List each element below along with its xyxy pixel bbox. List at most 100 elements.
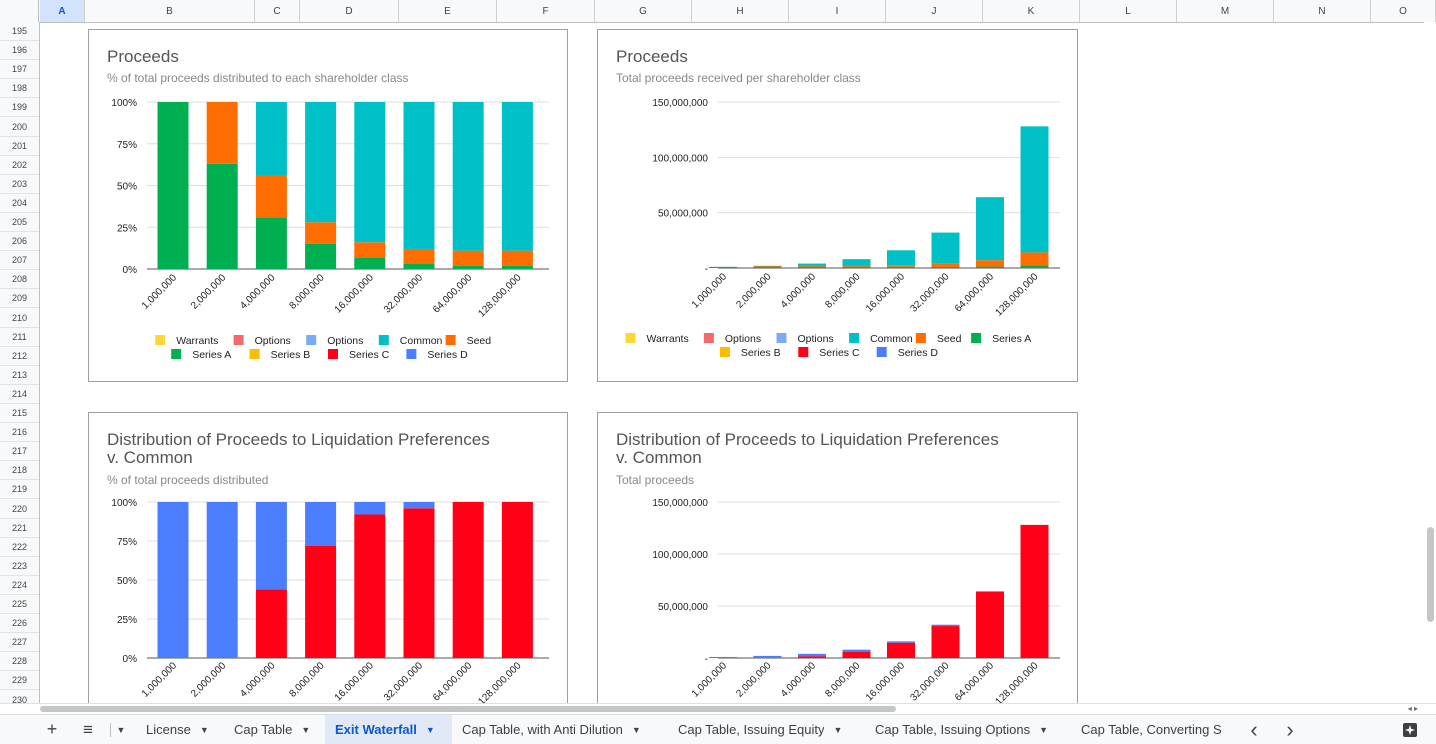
scroll-tabs-left-button[interactable]: ‹ bbox=[1250, 716, 1258, 742]
column-header-g[interactable]: G bbox=[595, 0, 692, 22]
horizontal-scroll-arrows[interactable]: ◂ ▸ bbox=[1407, 704, 1418, 713]
bar-segment bbox=[354, 257, 386, 269]
chevron-down-icon[interactable]: ▼ bbox=[631, 724, 641, 735]
chevron-down-icon[interactable]: ▼ bbox=[199, 724, 209, 735]
row-header-196[interactable]: 196 bbox=[0, 41, 39, 61]
row-header-212[interactable]: 212 bbox=[0, 347, 39, 366]
sheet-tab-license[interactable]: License ▼ bbox=[136, 715, 224, 744]
vertical-scrollbar[interactable] bbox=[1424, 22, 1436, 703]
sheet-tab-exit-waterfall[interactable]: Exit Waterfall ▼ bbox=[325, 715, 452, 744]
column-header-l[interactable]: L bbox=[1080, 0, 1177, 22]
row-header-200[interactable]: 200 bbox=[0, 118, 39, 137]
row-header-226[interactable]: 226 bbox=[0, 614, 39, 634]
chevron-down-icon[interactable]: ▼ bbox=[425, 724, 435, 735]
row-header-207[interactable]: 207 bbox=[0, 251, 39, 271]
row-header-215[interactable]: 215 bbox=[0, 404, 39, 424]
row-header-228[interactable]: 228 bbox=[0, 652, 39, 672]
sheet-list-dropdown-icon[interactable]: ▼ bbox=[116, 724, 126, 735]
column-header-d[interactable]: D bbox=[300, 0, 399, 22]
column-header-m[interactable]: M bbox=[1177, 0, 1274, 22]
column-header-f[interactable]: F bbox=[497, 0, 595, 22]
row-header-217[interactable]: 217 bbox=[0, 442, 39, 462]
legend-swatch bbox=[155, 335, 166, 345]
row-header-209[interactable]: 209 bbox=[0, 289, 39, 309]
bar-segment bbox=[842, 652, 871, 658]
row-header-201[interactable]: 201 bbox=[0, 137, 39, 156]
row-header-220[interactable]: 220 bbox=[0, 500, 39, 519]
row-header-199[interactable]: 199 bbox=[0, 98, 39, 118]
chart-title-line: Distribution of Proceeds to Liquidation … bbox=[616, 430, 999, 449]
all-sheets-button[interactable]: ≡ bbox=[83, 719, 93, 739]
vertical-scroll-thumb[interactable] bbox=[1427, 527, 1434, 622]
chart-title-line: v. Common bbox=[616, 448, 702, 467]
row-header-224[interactable]: 224 bbox=[0, 576, 39, 595]
column-header-e[interactable]: E bbox=[399, 0, 497, 22]
chart-proceeds-percent[interactable]: Proceeds % of total proceeds distributed … bbox=[88, 29, 568, 382]
chart-proceeds-total[interactable]: Proceeds Total proceeds received per shar… bbox=[597, 29, 1078, 382]
x-tick-label: 2,000,000 bbox=[189, 272, 229, 312]
row-header-204[interactable]: 204 bbox=[0, 194, 39, 213]
chart-liquidation-percent[interactable]: Distribution of Proceeds to Liquidation … bbox=[88, 412, 568, 703]
column-header-n[interactable]: N bbox=[1274, 0, 1371, 22]
legend-swatch bbox=[378, 335, 389, 345]
sheet-tab-cap-table-issuing-equity[interactable]: Cap Table, Issuing Equity ▼ bbox=[668, 715, 865, 744]
sheet-tab-label: Exit Waterfall bbox=[335, 722, 417, 737]
bar-segment bbox=[403, 508, 435, 658]
add-sheet-button[interactable]: + bbox=[46, 719, 58, 739]
row-header-216[interactable]: 216 bbox=[0, 423, 39, 443]
column-header-b[interactable]: B bbox=[85, 0, 255, 22]
x-tick-label: 64,000,000 bbox=[431, 272, 474, 315]
sheet-tab-cap-table[interactable]: Cap Table ▼ bbox=[224, 715, 325, 744]
chevron-down-icon[interactable]: ▼ bbox=[833, 724, 843, 735]
row-header-202[interactable]: 202 bbox=[0, 156, 39, 175]
row-header-205[interactable]: 205 bbox=[0, 213, 39, 233]
column-header-k[interactable]: K bbox=[983, 0, 1080, 22]
y-tick-label: 100% bbox=[111, 498, 137, 509]
x-tick-label: 1,000,000 bbox=[690, 660, 730, 700]
row-header-230[interactable]: 230 bbox=[0, 691, 39, 703]
sheet-grid[interactable]: Proceeds % of total proceeds distributed … bbox=[40, 23, 1420, 703]
row-header-227[interactable]: 227 bbox=[0, 633, 39, 653]
row-header-214[interactable]: 214 bbox=[0, 385, 39, 404]
row-header-210[interactable]: 210 bbox=[0, 309, 39, 328]
select-all-corner[interactable] bbox=[0, 0, 39, 22]
row-header-229[interactable]: 229 bbox=[0, 671, 39, 691]
row-header-213[interactable]: 213 bbox=[0, 366, 39, 385]
legend-label: Series B bbox=[271, 349, 311, 361]
horizontal-scrollbar[interactable]: ◂ ▸ bbox=[0, 703, 1436, 715]
legend-swatch bbox=[406, 349, 417, 359]
chart-title-line: Proceeds bbox=[107, 47, 179, 66]
sheet-tab-cap-table-issuing-options[interactable]: Cap Table, Issuing Options ▼ bbox=[865, 715, 1071, 744]
bar-segment bbox=[798, 266, 826, 268]
sheet-tab-cap-table-converting-s[interactable]: Cap Table, Converting S bbox=[1071, 715, 1233, 744]
row-header-211[interactable]: 211 bbox=[0, 328, 39, 347]
row-header-208[interactable]: 208 bbox=[0, 270, 39, 290]
row-header-222[interactable]: 222 bbox=[0, 538, 39, 557]
chevron-down-icon[interactable]: ▼ bbox=[301, 724, 311, 735]
row-header-198[interactable]: 198 bbox=[0, 79, 39, 99]
row-header-225[interactable]: 225 bbox=[0, 595, 39, 615]
row-header-219[interactable]: 219 bbox=[0, 480, 39, 500]
column-header-c[interactable]: C bbox=[255, 0, 300, 22]
chevron-down-icon[interactable]: ▼ bbox=[1039, 724, 1049, 735]
horizontal-scroll-thumb[interactable] bbox=[40, 706, 896, 712]
row-header-221[interactable]: 221 bbox=[0, 519, 39, 538]
row-header-195[interactable]: 195 bbox=[0, 22, 39, 42]
explore-icon[interactable] bbox=[1400, 715, 1420, 744]
chart-liquidation-total[interactable]: Distribution of Proceeds to Liquidation … bbox=[597, 412, 1078, 703]
scroll-tabs-right-button[interactable]: › bbox=[1286, 716, 1294, 742]
row-header-197[interactable]: 197 bbox=[0, 60, 39, 80]
column-header-j[interactable]: J bbox=[886, 0, 983, 22]
x-tick-label: 128,000,000 bbox=[476, 272, 523, 319]
row-header-218[interactable]: 218 bbox=[0, 461, 39, 481]
row-header-203[interactable]: 203 bbox=[0, 175, 39, 194]
row-header-223[interactable]: 223 bbox=[0, 557, 39, 576]
column-header-o[interactable]: O bbox=[1371, 0, 1436, 22]
row-header-206[interactable]: 206 bbox=[0, 232, 39, 252]
column-header-h[interactable]: H bbox=[692, 0, 789, 22]
column-header-i[interactable]: I bbox=[789, 0, 886, 22]
column-header-a[interactable]: A bbox=[40, 0, 85, 22]
legend-label: Warrants bbox=[176, 335, 218, 347]
sheet-tab-cap-table-with-anti-dilution[interactable]: Cap Table, with Anti Dilution ▼ bbox=[452, 715, 668, 744]
bar-segment bbox=[1020, 524, 1049, 658]
